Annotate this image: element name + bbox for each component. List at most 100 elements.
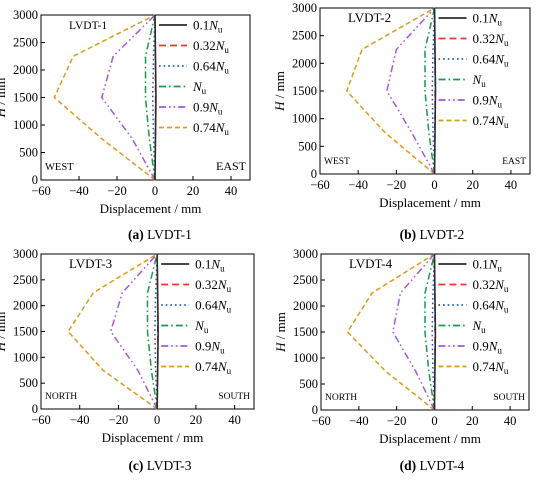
series-line-0.9Nu [101, 14, 156, 181]
panel-lvdt-3: −60 −40 −20 0 20 40 0 500 1000 1500 2000 2500 3000 Di… [0, 247, 255, 473]
legend-label: 0.74Nu [472, 359, 508, 376]
x-tick-label: 0 [431, 414, 437, 428]
series-line-Nu [144, 14, 156, 181]
y-tick-label: 1000 [13, 118, 38, 132]
y-tick-label: 3000 [293, 247, 318, 261]
x-tick-label: 20 [466, 414, 479, 428]
y-tick-label: 1000 [292, 112, 317, 126]
y-tick-label: 1000 [13, 350, 38, 364]
inner-title: LVDT-2 [348, 10, 391, 25]
x-tick-label: −20 [387, 414, 407, 428]
right-direction-note: SOUTH [493, 393, 525, 403]
legend-label: 0.9Nu [472, 339, 502, 356]
legend-label: Nu [471, 318, 486, 335]
x-tick-label: −40 [348, 178, 368, 192]
y-axis-label: H / mm [0, 312, 8, 353]
x-tick-label: −60 [311, 414, 331, 428]
y-tick-label: 2000 [293, 299, 318, 313]
inner-title: LVDT-3 [69, 256, 112, 271]
x-tick-label: −40 [349, 414, 369, 428]
legend-label: 0.9Nu [195, 339, 225, 356]
series-line-0.1Nu [156, 253, 159, 410]
left-direction-note: WEST [324, 157, 350, 167]
x-tick-label: −20 [109, 413, 129, 427]
x-tick-label: −60 [31, 413, 51, 427]
legend-label: 0.74Nu [473, 113, 509, 130]
y-tick-label: 0 [32, 173, 38, 187]
x-axis-label: Displacement / mm [379, 431, 481, 446]
legend-label: 0.64Nu [195, 298, 231, 315]
legend-label: 0.32Nu [193, 38, 229, 55]
right-direction-note: EAST [502, 157, 526, 167]
series-line-0.9Nu [392, 253, 436, 411]
legend-label: 0.32Nu [472, 277, 508, 294]
y-tick-label: 2500 [13, 273, 38, 287]
legend-label: Nu [194, 318, 209, 335]
series-line-0.74Nu [53, 14, 156, 181]
series-line-0.74Nu [67, 253, 158, 410]
series-line-0.64Nu [154, 253, 158, 410]
inner-title: LVDT-1 [69, 20, 107, 32]
y-axis-label: H / mm [272, 71, 287, 112]
series-line-0.74Nu [345, 7, 436, 175]
y-tick-label: 3000 [292, 1, 317, 15]
x-tick-label: 40 [228, 413, 241, 427]
legend-label: 0.74Nu [195, 359, 231, 376]
y-tick-label: 0 [312, 403, 318, 417]
y-axis-label: H / mm [0, 78, 8, 119]
y-tick-label: 0 [32, 402, 38, 416]
x-tick-label: −40 [70, 413, 90, 427]
y-tick-label: 500 [19, 376, 38, 390]
legend-label: 0.1Nu [472, 257, 502, 274]
series-line-0.74Nu [346, 253, 435, 411]
legend-label: 0.9Nu [193, 100, 223, 117]
x-tick-label: −20 [107, 184, 127, 198]
x-tick-label: 40 [505, 178, 518, 192]
y-tick-label: 1500 [13, 91, 38, 105]
x-tick-label: 40 [504, 414, 517, 428]
y-tick-label: 1500 [293, 325, 318, 339]
series-line-0.1Nu [433, 7, 437, 175]
y-tick-label: 500 [298, 139, 317, 153]
legend-label: 0.1Nu [195, 257, 225, 274]
panel-lvdt-2: −60 −40 −20 0 20 40 0 500 1000 1500 2000 2500 3000 Di… [272, 1, 531, 242]
right-direction-note: SOUTH [218, 392, 250, 402]
legend-label: Nu [472, 72, 487, 89]
x-tick-label: 0 [152, 184, 158, 198]
inner-title: LVDT-4 [349, 256, 393, 271]
panel-lvdt-1: −60 −40 −20 0 20 40 0 500 1000 1500 2000 2500 3000 Di… [0, 8, 251, 242]
left-direction-note: NORTH [325, 393, 357, 403]
series-line-Nu [424, 7, 436, 175]
y-tick-label: 0 [311, 167, 317, 181]
y-tick-label: 3000 [13, 247, 38, 261]
y-tick-label: 1000 [293, 351, 318, 365]
y-tick-label: 1500 [13, 325, 38, 339]
panel-caption: (c) LVDT-3 [128, 458, 191, 473]
panel-caption: (d) LVDT-4 [400, 458, 465, 473]
y-tick-label: 2500 [292, 29, 317, 43]
legend-label: 0.32Nu [473, 31, 509, 48]
legend-label: 0.64Nu [193, 59, 229, 76]
y-tick-label: 2500 [293, 273, 318, 287]
y-tick-label: 2000 [292, 56, 317, 70]
x-axis-label: Displacement / mm [100, 201, 202, 216]
x-tick-label: 20 [187, 184, 200, 198]
legend-label: 0.64Nu [472, 298, 508, 315]
series-line-0.1Nu [433, 253, 437, 411]
y-tick-label: 2500 [13, 36, 38, 50]
x-tick-label: 0 [154, 413, 160, 427]
y-tick-label: 500 [299, 377, 318, 391]
legend-label: 0.1Nu [193, 18, 223, 35]
y-axis-label: H / mm [273, 312, 288, 353]
series-line-0.1Nu [154, 14, 157, 181]
left-direction-note: NORTH [45, 392, 77, 402]
x-tick-label: 40 [225, 184, 238, 198]
x-axis-label: Displacement / mm [102, 430, 204, 445]
x-tick-label: −60 [310, 178, 330, 192]
series-line-0.9Nu [386, 7, 436, 175]
legend-label: 0.74Nu [193, 120, 229, 137]
x-tick-label: −40 [69, 184, 89, 198]
x-tick-label: −60 [31, 184, 51, 198]
